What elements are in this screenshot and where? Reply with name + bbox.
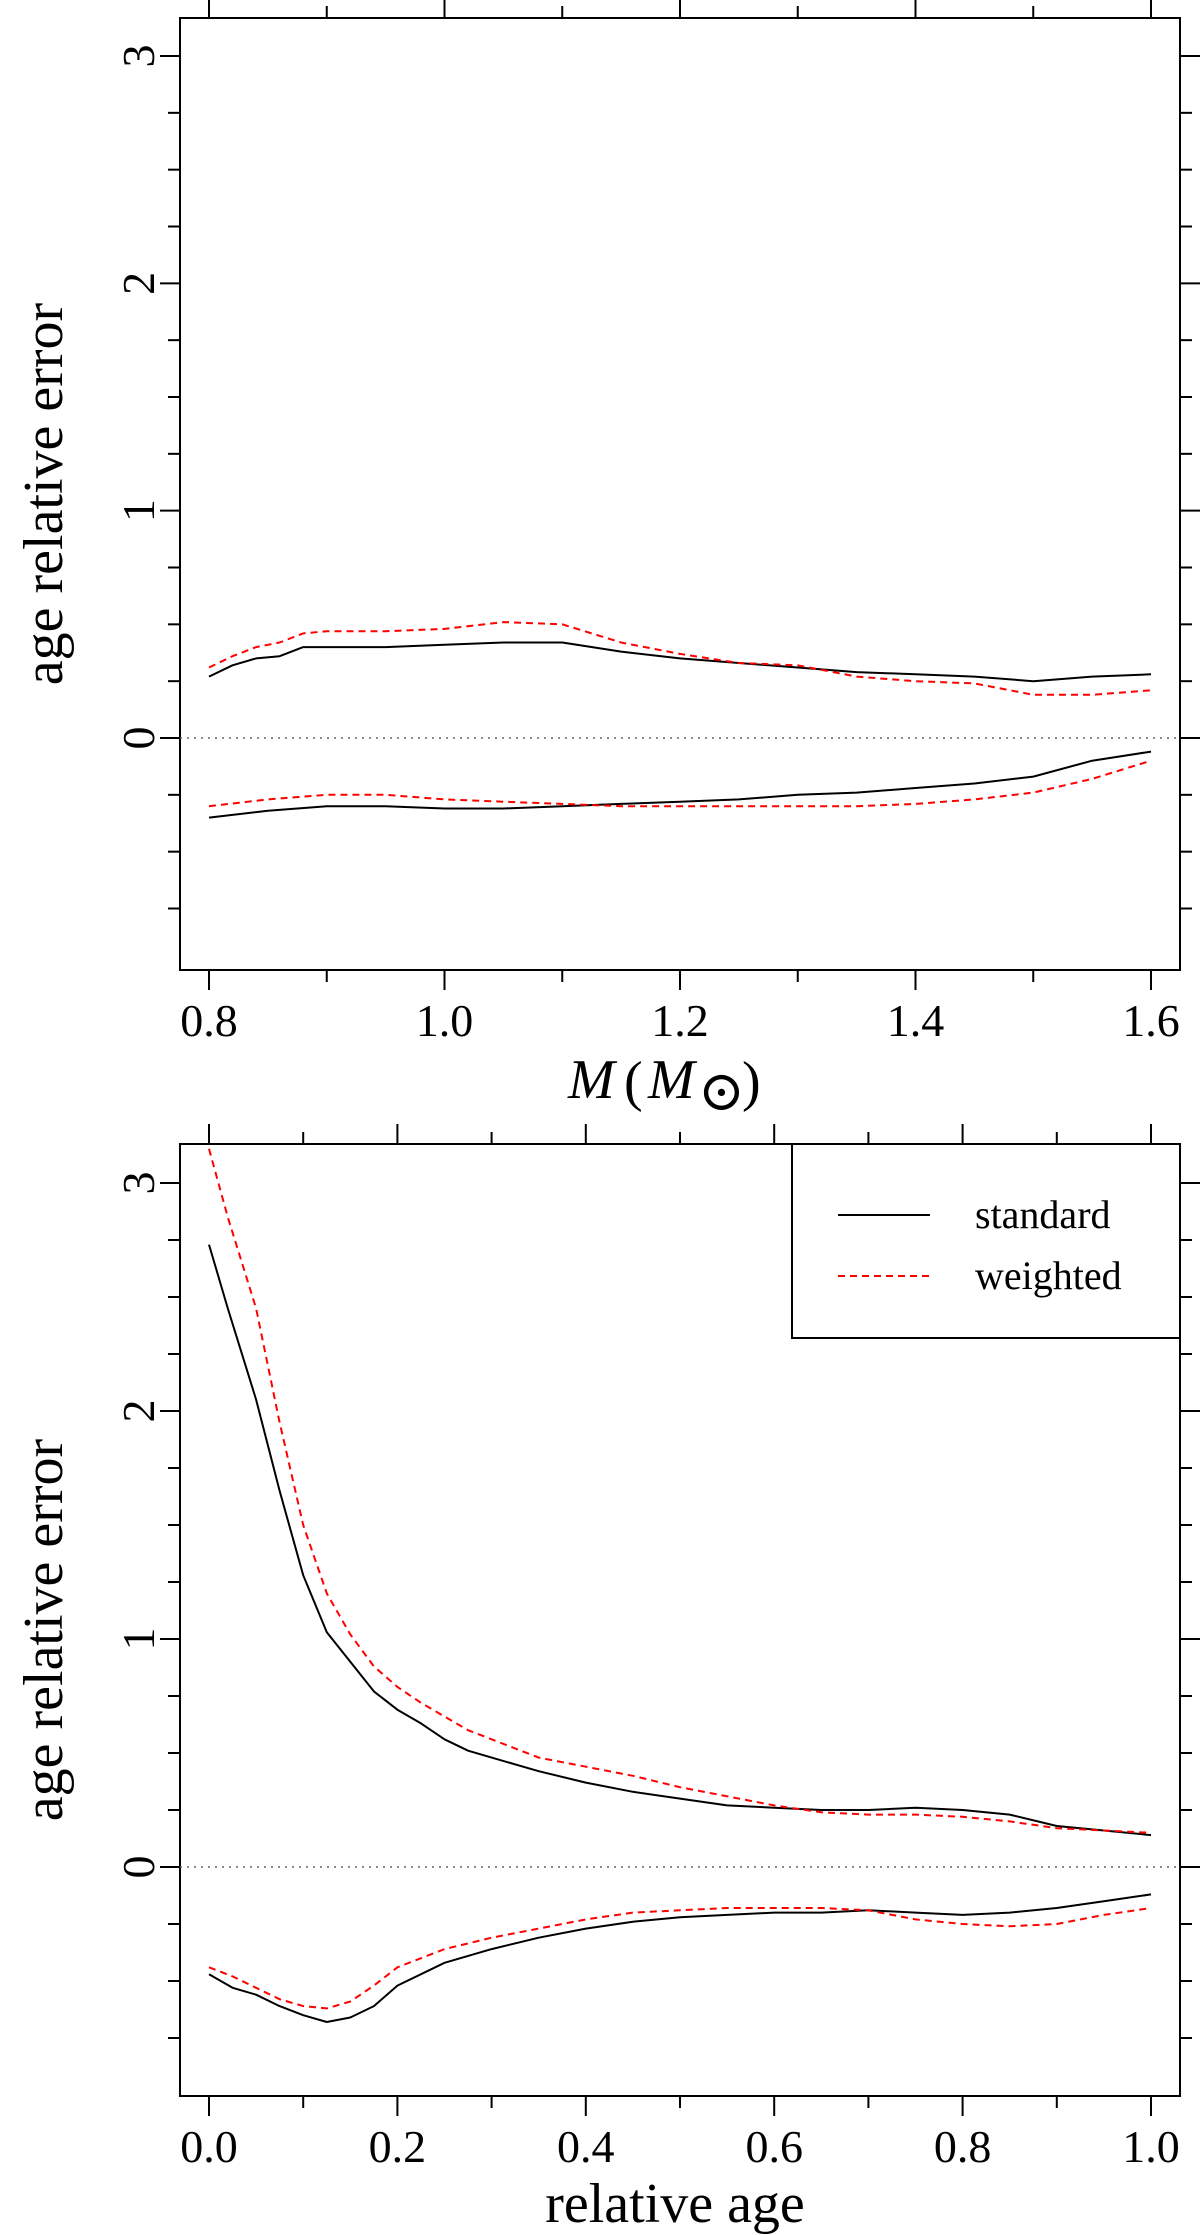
x-tick-label: 1.2 (651, 995, 709, 1046)
standard-lower-line (208, 1893, 1152, 2023)
x-tick-label: 0.4 (557, 2121, 615, 2172)
x-axis-title: M ( M ⊙ ) (567, 1049, 761, 1123)
x-tick-label: 0.8 (180, 995, 238, 1046)
x-tick-labels: 0.8 1.0 1.2 1.4 1.6 (180, 995, 1180, 1046)
series-group (208, 621, 1152, 819)
y-tick-label: 2 (113, 1400, 164, 1423)
legend-label-weighted: weighted (975, 1253, 1122, 1298)
y-tick-labels: 0 1 2 3 (113, 1172, 164, 1879)
legend-label-standard: standard (975, 1192, 1111, 1237)
series-group (208, 1148, 1152, 2023)
standard-upper-line (208, 641, 1152, 683)
x-axis-title-sun-symbol: ⊙ (698, 1061, 745, 1123)
y-tick-label: 0 (113, 727, 164, 750)
weighted-upper-line (208, 1148, 1152, 1834)
y-tick-label: 3 (113, 1172, 164, 1195)
y-axis-title: age relative error (13, 1438, 75, 1821)
x-tick-label: 0.6 (745, 2121, 803, 2172)
legend-box (791, 1143, 1181, 1339)
y-tick-labels: 0 1 2 3 (113, 45, 164, 750)
axis-ticks (160, 0, 1200, 990)
x-tick-label: 1.4 (887, 995, 945, 1046)
x-tick-label: 0.8 (934, 2121, 992, 2172)
x-axis-title-unit: M (647, 1049, 698, 1111)
y-tick-label: 2 (113, 272, 164, 295)
weighted-upper-line (208, 621, 1152, 696)
axis-ticks (160, 1124, 1200, 2116)
x-tick-label: 0.0 (180, 2121, 238, 2172)
weighted-lower-line (208, 1907, 1152, 2010)
x-axis-title-open-paren: ( (624, 1051, 643, 1113)
x-axis-title-close-paren: ) (742, 1051, 761, 1113)
y-tick-label: 1 (113, 499, 164, 522)
y-tick-label: 3 (113, 45, 164, 68)
x-tick-labels: 0.0 0.2 0.4 0.6 0.8 1.0 (180, 2121, 1180, 2172)
x-tick-label: 1.0 (416, 995, 474, 1046)
x-axis-title-symbol: M (567, 1049, 618, 1111)
y-tick-label: 1 (113, 1628, 164, 1651)
standard-lower-line (208, 750, 1152, 819)
plot-frame (179, 17, 1181, 971)
y-axis-title: age relative error (13, 302, 75, 685)
x-axis-title: relative age (545, 2173, 805, 2235)
legend: standard weighted (791, 1143, 1181, 1339)
weighted-lower-line (208, 759, 1152, 808)
y-tick-label: 0 (113, 1856, 164, 1879)
panel-mass: 0 1 2 3 0.8 1.0 1.2 1.4 1.6 age relative… (13, 0, 1200, 1123)
x-tick-label: 1.0 (1122, 2121, 1180, 2172)
x-tick-label: 1.6 (1122, 995, 1180, 1046)
x-tick-label: 0.2 (369, 2121, 427, 2172)
standard-upper-line (208, 1244, 1152, 1837)
panel-relative-age: 0 1 2 3 0.0 0.2 0.4 0.6 0.8 1.0 age rela… (13, 1124, 1200, 2235)
